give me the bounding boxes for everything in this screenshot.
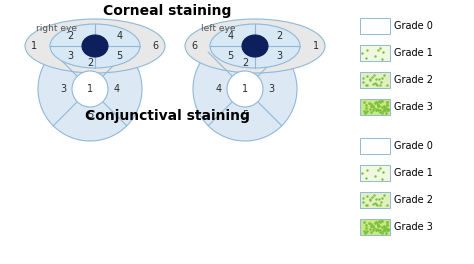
Text: 1: 1 (313, 41, 319, 51)
Text: 2: 2 (67, 31, 73, 41)
Text: 4: 4 (113, 84, 119, 94)
Ellipse shape (25, 19, 165, 73)
Text: 5: 5 (242, 110, 248, 120)
Text: 1: 1 (242, 84, 248, 94)
Text: 2: 2 (87, 58, 93, 68)
Text: Grade 3: Grade 3 (394, 102, 433, 112)
Text: 1: 1 (87, 84, 93, 94)
Text: 4: 4 (216, 84, 222, 94)
Ellipse shape (50, 24, 140, 68)
Text: 3: 3 (277, 51, 283, 61)
Text: Grade 2: Grade 2 (394, 195, 433, 205)
Bar (360, 192, 390, 208)
Text: left eye: left eye (201, 24, 236, 33)
Text: 6: 6 (191, 41, 197, 51)
Ellipse shape (185, 19, 325, 73)
Text: Grade 0: Grade 0 (394, 21, 433, 31)
Text: 1: 1 (31, 41, 37, 51)
Text: 4: 4 (227, 31, 233, 41)
Bar (360, 219, 390, 235)
Text: Grade 0: Grade 0 (394, 141, 433, 151)
Text: Corneal staining: Corneal staining (103, 4, 232, 18)
Text: Grade 1: Grade 1 (394, 168, 433, 178)
Text: 3: 3 (67, 51, 73, 61)
Text: 5: 5 (117, 51, 123, 61)
Text: right eye: right eye (36, 24, 77, 33)
Bar (360, 45, 390, 61)
Text: Grade 2: Grade 2 (394, 75, 433, 85)
Text: 3: 3 (268, 84, 274, 94)
Bar (360, 165, 390, 181)
Text: Grade 1: Grade 1 (394, 48, 433, 58)
Text: 2: 2 (242, 58, 248, 68)
Ellipse shape (210, 24, 300, 68)
Circle shape (38, 37, 142, 141)
Circle shape (72, 71, 108, 107)
Text: 6: 6 (153, 41, 159, 51)
Text: 5: 5 (227, 51, 233, 61)
Circle shape (227, 71, 263, 107)
Ellipse shape (242, 35, 268, 57)
Text: 5: 5 (87, 110, 93, 120)
Bar (360, 99, 390, 115)
Bar (360, 72, 390, 88)
Circle shape (193, 37, 297, 141)
Text: Conjunctival staining: Conjunctival staining (85, 109, 250, 123)
Text: 4: 4 (117, 31, 123, 41)
Ellipse shape (82, 35, 108, 57)
Text: 2: 2 (277, 31, 283, 41)
Text: Grade 3: Grade 3 (394, 222, 433, 232)
Text: 3: 3 (61, 84, 67, 94)
Bar (360, 18, 390, 34)
Bar (360, 138, 390, 154)
